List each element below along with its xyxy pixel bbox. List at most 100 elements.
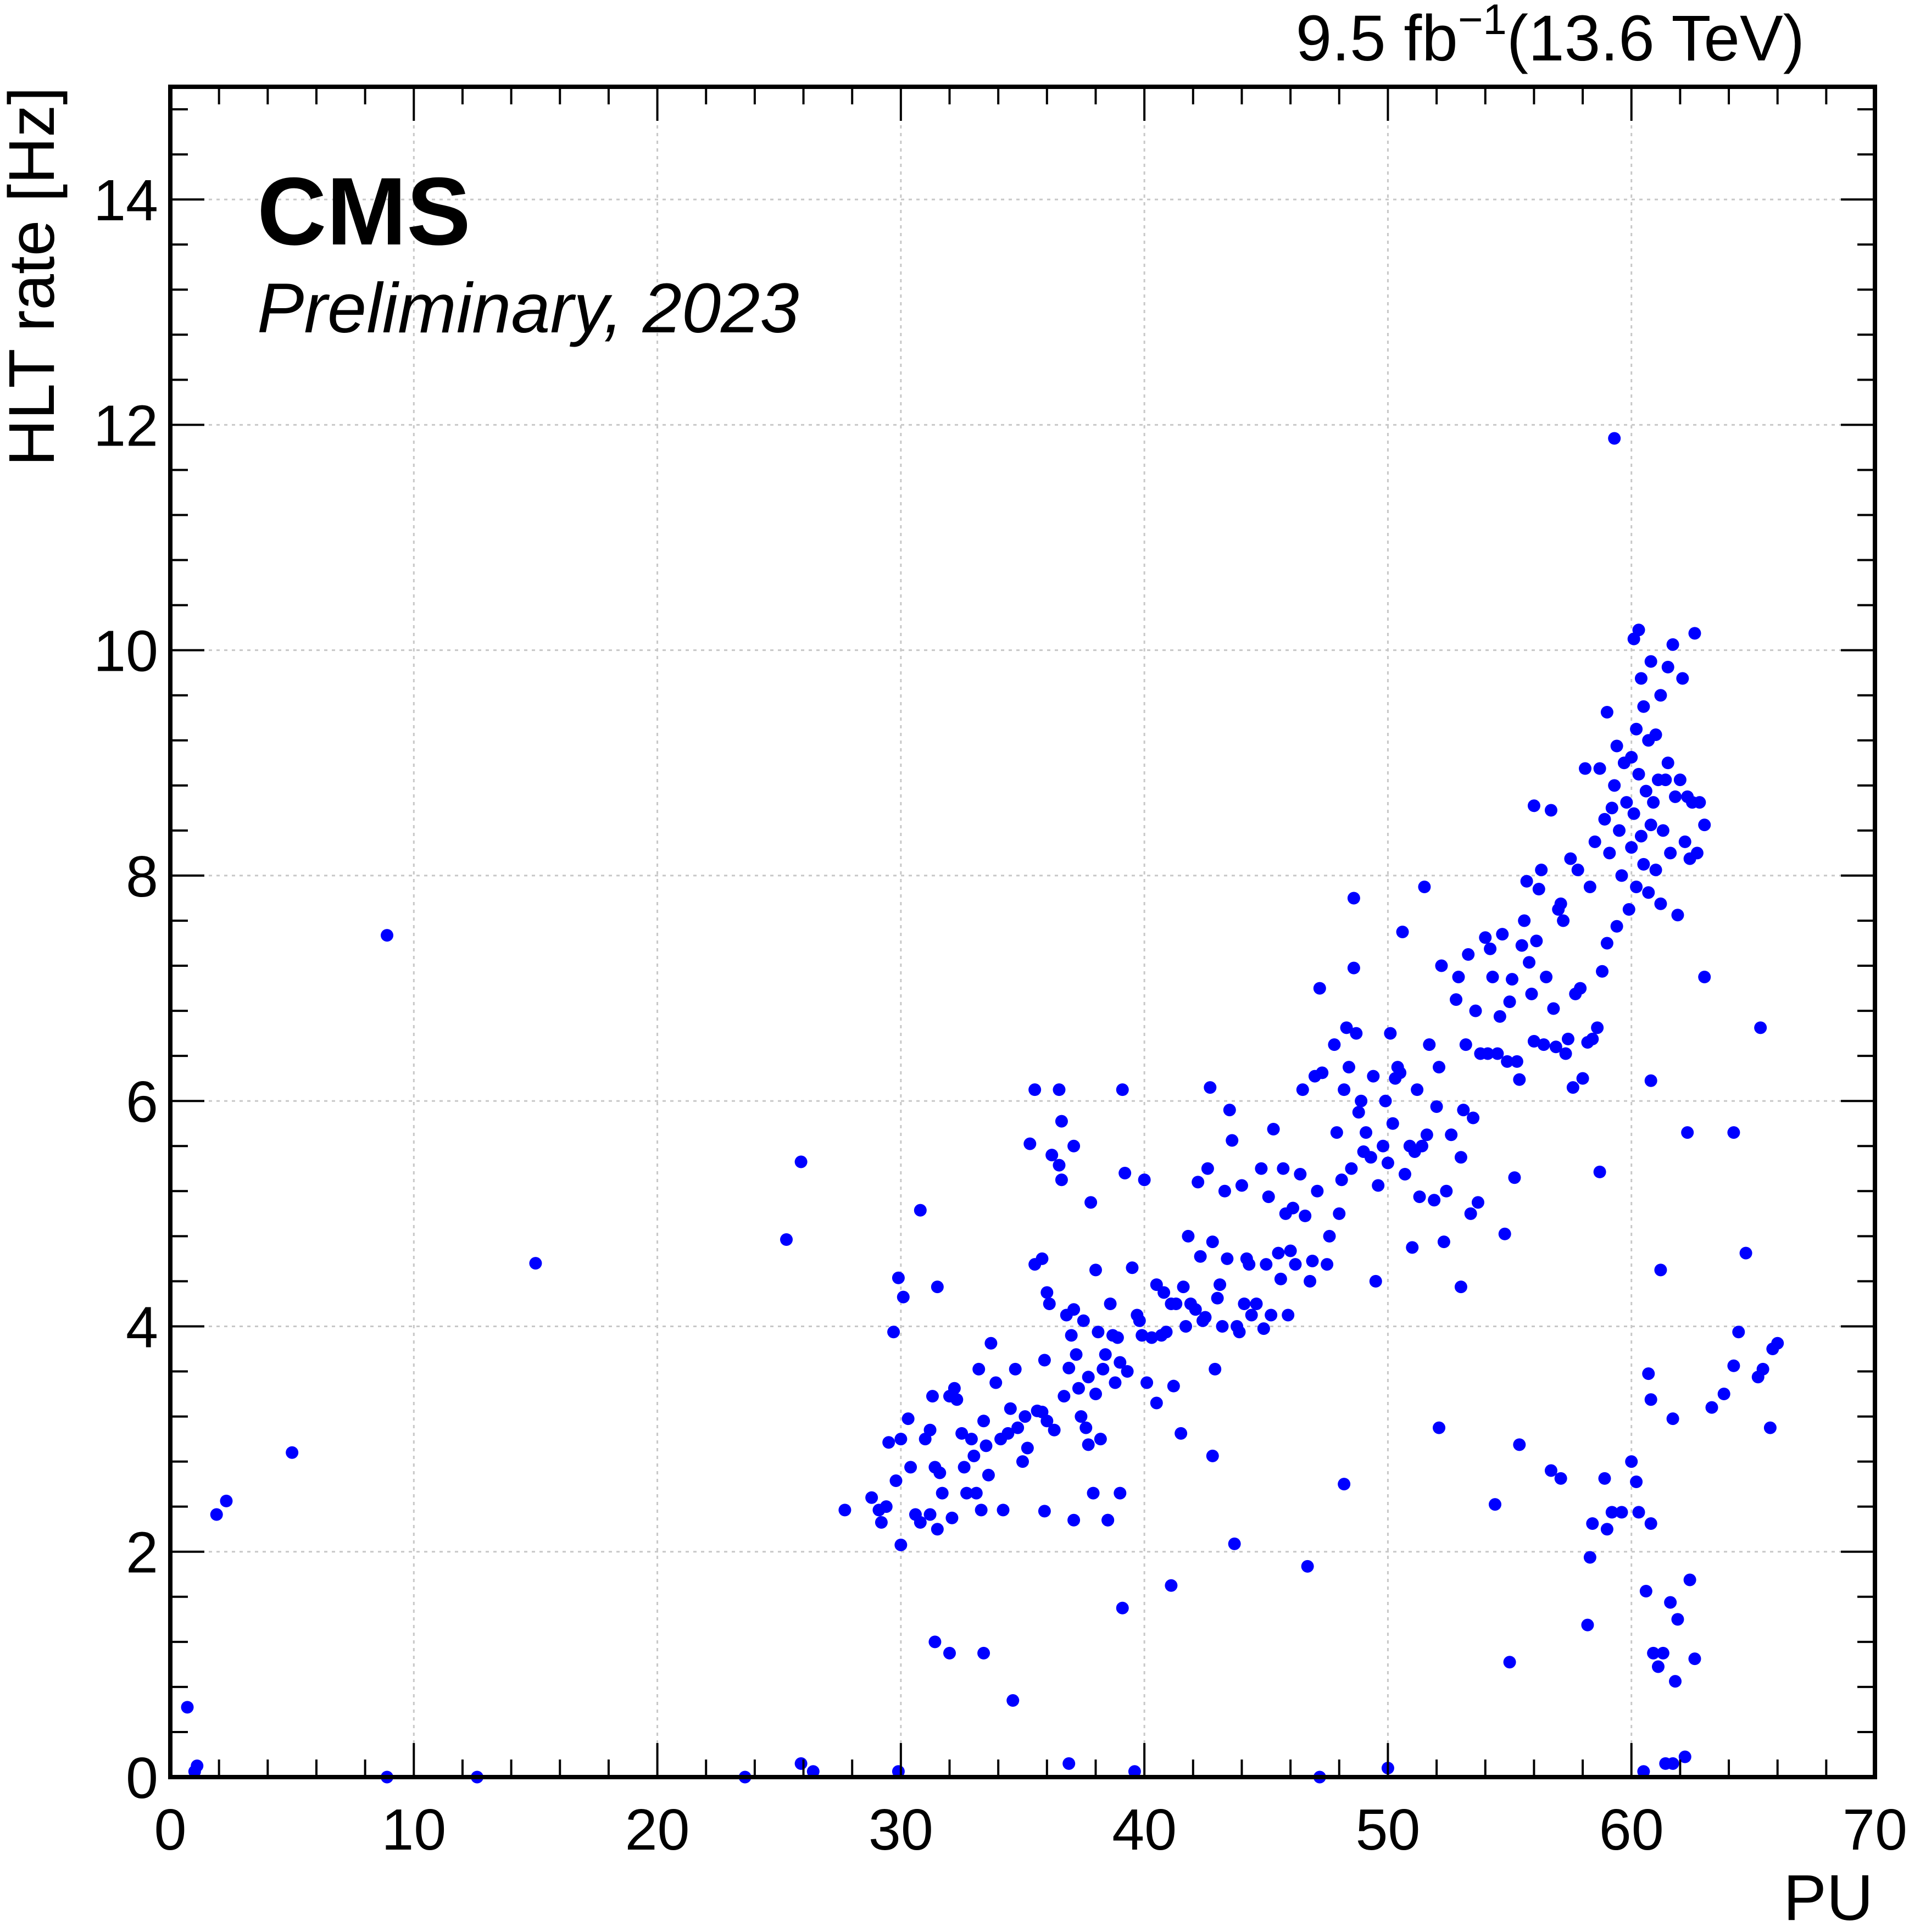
data-point	[904, 1461, 917, 1474]
data-point	[1681, 1126, 1694, 1139]
data-point	[838, 1504, 851, 1517]
data-point	[1532, 883, 1545, 896]
data-point	[1688, 1652, 1701, 1666]
data-point	[1316, 1066, 1329, 1079]
data-point	[1128, 1765, 1141, 1778]
data-point	[1627, 807, 1640, 820]
data-point	[1756, 1362, 1769, 1376]
y-tick-labels: 0 2 4 6 8 10 12 14	[93, 168, 158, 1811]
data-point	[1520, 875, 1533, 888]
data-point	[1355, 1094, 1368, 1107]
data-point	[794, 1155, 808, 1168]
data-point	[1727, 1126, 1740, 1139]
data-point	[875, 1516, 888, 1529]
data-point	[1479, 931, 1492, 944]
data-point	[1630, 1476, 1643, 1489]
data-point	[1666, 1757, 1679, 1770]
data-point	[894, 1433, 908, 1446]
data-point	[997, 1504, 1010, 1517]
data-point	[1284, 1244, 1297, 1257]
x-tick-label: 60	[1599, 1797, 1664, 1862]
data-point	[1547, 1002, 1560, 1015]
data-point	[1454, 1280, 1467, 1294]
data-point	[928, 1635, 942, 1649]
data-point	[1598, 812, 1611, 826]
data-point	[931, 1523, 944, 1536]
data-point	[1243, 1258, 1256, 1271]
data-point	[1250, 1297, 1263, 1310]
data-point	[1335, 1173, 1348, 1187]
data-point	[1554, 1472, 1567, 1485]
data-point	[1644, 1517, 1657, 1530]
data-point	[1676, 672, 1689, 685]
data-point	[1669, 1675, 1682, 1688]
data-point	[1639, 1585, 1652, 1598]
data-point	[1632, 767, 1645, 781]
data-point	[1238, 1297, 1251, 1310]
data-point	[1077, 1314, 1090, 1327]
data-point	[1644, 819, 1657, 832]
data-point	[1067, 1303, 1081, 1316]
data-point	[1671, 1613, 1684, 1626]
data-point	[1649, 728, 1662, 742]
data-point	[1067, 1513, 1081, 1527]
data-point	[1649, 864, 1662, 877]
data-point	[1048, 1423, 1061, 1437]
data-point	[1484, 942, 1497, 955]
data-point	[1610, 739, 1623, 753]
data-point	[1464, 1207, 1477, 1220]
data-point	[955, 1427, 969, 1440]
data-point	[1739, 1246, 1752, 1260]
data-point	[1221, 1252, 1234, 1265]
data-point	[220, 1494, 233, 1507]
data-point	[982, 1468, 995, 1482]
data-point	[1698, 971, 1711, 984]
data-point	[1367, 1070, 1380, 1083]
data-point	[1311, 1184, 1324, 1198]
data-point	[210, 1508, 223, 1521]
data-point	[1644, 1393, 1657, 1406]
data-point	[1671, 909, 1684, 922]
data-point	[1055, 1173, 1068, 1187]
data-point	[1642, 886, 1655, 899]
data-point	[1165, 1579, 1178, 1592]
y-tick-label: 14	[93, 168, 158, 233]
data-point	[1364, 1151, 1377, 1164]
data-point	[1549, 1040, 1562, 1054]
data-point	[1289, 1258, 1302, 1271]
data-point	[1369, 1274, 1382, 1288]
data-point	[1586, 1032, 1599, 1045]
data-point	[1406, 1241, 1419, 1254]
data-point	[1021, 1441, 1034, 1455]
data-point	[1104, 1297, 1117, 1310]
data-point	[1654, 897, 1667, 910]
data-point	[1062, 1361, 1076, 1374]
data-point	[1469, 1004, 1482, 1017]
data-point	[1235, 1179, 1248, 1192]
data-point	[1206, 1449, 1219, 1462]
data-point	[1615, 1506, 1628, 1519]
x-tick-label: 0	[154, 1797, 187, 1862]
x-tick-label: 70	[1843, 1797, 1907, 1862]
data-point	[286, 1446, 299, 1459]
data-point	[1600, 1523, 1613, 1536]
lumi-header: 9.5 fb−1(13.6 TeV)	[1296, 0, 1805, 75]
data-point	[882, 1436, 895, 1449]
data-point	[977, 1646, 990, 1660]
data-point	[1491, 1047, 1504, 1060]
data-point	[1678, 1750, 1691, 1763]
data-point	[1136, 1329, 1149, 1342]
data-point	[1515, 939, 1528, 952]
data-point	[1415, 1139, 1428, 1152]
data-point	[989, 1376, 1003, 1389]
data-point	[1508, 1171, 1521, 1184]
data-point	[1043, 1297, 1056, 1310]
data-point	[1038, 1354, 1051, 1367]
data-point	[972, 1362, 986, 1376]
data-point	[1669, 790, 1682, 803]
data-point	[1011, 1421, 1025, 1434]
data-point	[1605, 1506, 1618, 1519]
data-point	[1693, 796, 1706, 809]
data-point	[1294, 1168, 1307, 1181]
data-point	[1698, 819, 1711, 832]
